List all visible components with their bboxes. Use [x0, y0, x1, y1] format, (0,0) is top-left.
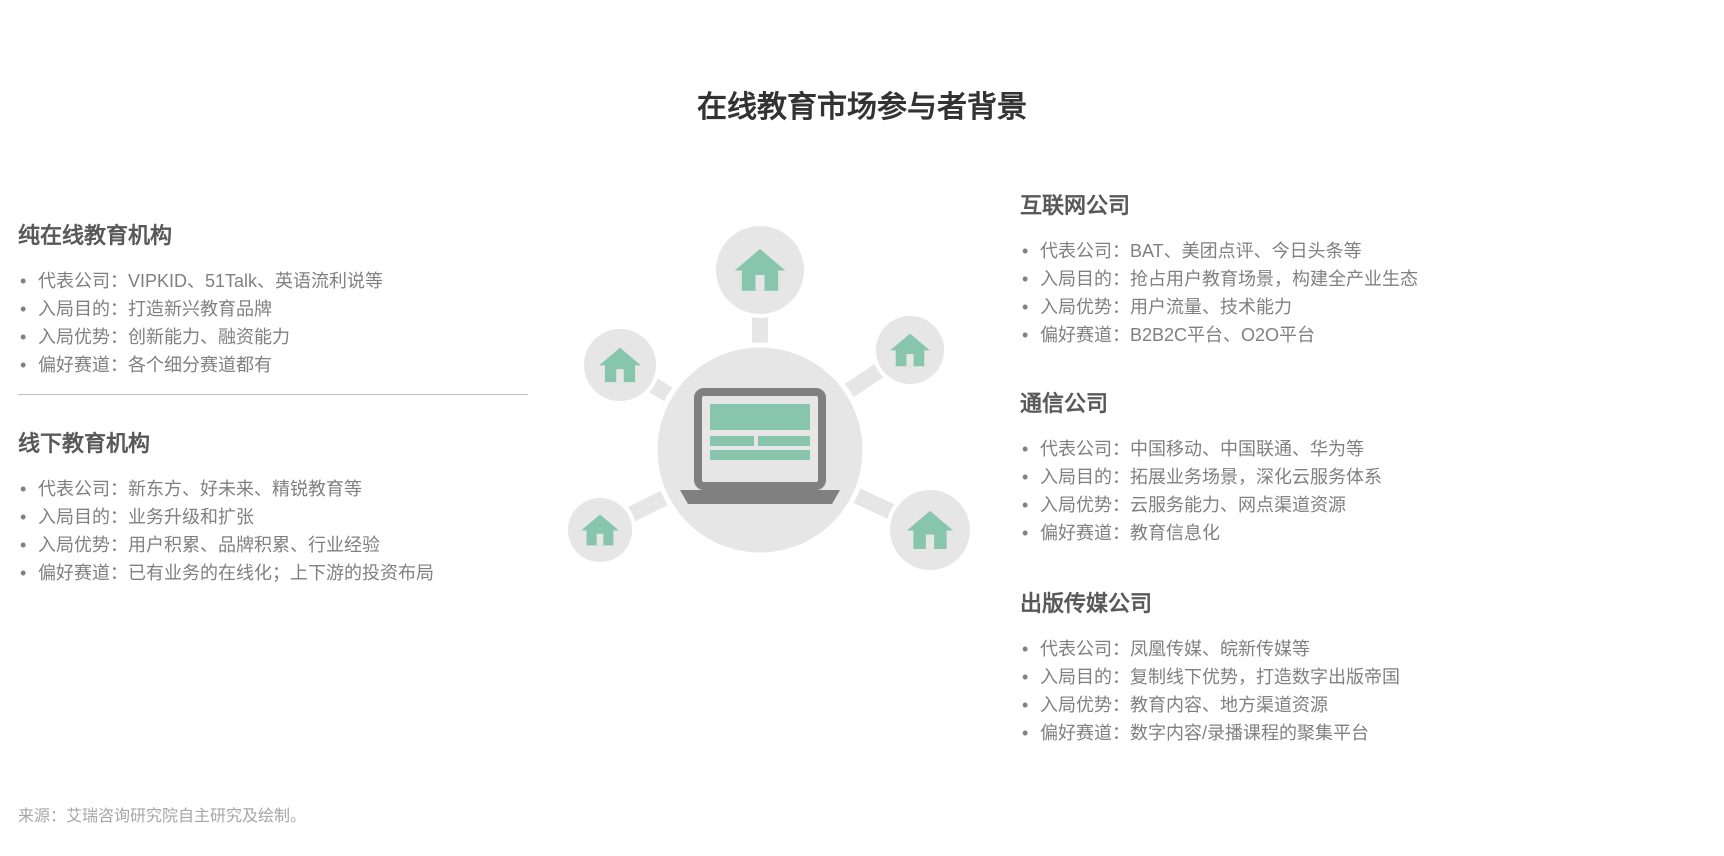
section-header: 互联网公司: [1020, 188, 1418, 220]
hub-spoke-diagram: [540, 210, 980, 650]
list-item: 偏好赛道：各个细分赛道都有: [18, 352, 528, 380]
list-item: 入局目的：业务升级和扩张: [18, 504, 434, 532]
list-item: 代表公司：新东方、好未来、精锐教育等: [18, 476, 434, 504]
list-item: 入局目的：复制线下优势，打造数字出版帝国: [1020, 664, 1400, 692]
list-item: 代表公司：BAT、美团点评、今日头条等: [1020, 238, 1418, 266]
list-item: 入局优势：用户积累、品牌积累、行业经验: [18, 532, 434, 560]
list-item: 代表公司：中国移动、中国联通、华为等: [1020, 436, 1382, 464]
section-header: 线下教育机构: [18, 426, 434, 458]
section-list: 代表公司：凤凰传媒、皖新传媒等 入局目的：复制线下优势，打造数字出版帝国 入局优…: [1020, 636, 1400, 748]
list-item: 偏好赛道：数字内容/录播课程的聚集平台: [1020, 720, 1400, 748]
section-header: 出版传媒公司: [1020, 586, 1400, 618]
section-pure-online: 纯在线教育机构 代表公司：VIPKID、51Talk、英语流利说等 入局目的：打…: [18, 218, 528, 395]
list-item: 入局目的：打造新兴教育品牌: [18, 296, 528, 324]
section-internet: 互联网公司 代表公司：BAT、美团点评、今日头条等 入局目的：抢占用户教育场景，…: [1020, 188, 1418, 350]
list-item: 入局优势：创新能力、融资能力: [18, 324, 528, 352]
list-item: 入局目的：抢占用户教育场景，构建全产业生态: [1020, 266, 1418, 294]
list-item: 入局优势：云服务能力、网点渠道资源: [1020, 492, 1382, 520]
section-offline: 线下教育机构 代表公司：新东方、好未来、精锐教育等 入局目的：业务升级和扩张 入…: [18, 426, 434, 588]
section-publishing: 出版传媒公司 代表公司：凤凰传媒、皖新传媒等 入局目的：复制线下优势，打造数字出…: [1020, 586, 1400, 748]
list-item: 偏好赛道：教育信息化: [1020, 520, 1382, 548]
section-header: 纯在线教育机构: [18, 218, 528, 250]
list-item: 入局优势：用户流量、技术能力: [1020, 294, 1418, 322]
list-item: 代表公司：凤凰传媒、皖新传媒等: [1020, 636, 1400, 664]
section-divider: [18, 394, 528, 395]
list-item: 偏好赛道：B2B2C平台、O2O平台: [1020, 322, 1418, 350]
section-header: 通信公司: [1020, 386, 1382, 418]
list-item: 代表公司：VIPKID、51Talk、英语流利说等: [18, 268, 528, 296]
page-title: 在线教育市场参与者背景: [0, 82, 1724, 126]
list-item: 入局目的：拓展业务场景，深化云服务体系: [1020, 464, 1382, 492]
section-list: 代表公司：新东方、好未来、精锐教育等 入局目的：业务升级和扩张 入局优势：用户积…: [18, 476, 434, 588]
source-label: 来源：艾瑞咨询研究院自主研究及绘制。: [18, 802, 306, 826]
section-telecom: 通信公司 代表公司：中国移动、中国联通、华为等 入局目的：拓展业务场景，深化云服…: [1020, 386, 1382, 548]
list-item: 偏好赛道：已有业务的在线化；上下游的投资布局: [18, 560, 434, 588]
list-item: 入局优势：教育内容、地方渠道资源: [1020, 692, 1400, 720]
section-list: 代表公司：BAT、美团点评、今日头条等 入局目的：抢占用户教育场景，构建全产业生…: [1020, 238, 1418, 350]
section-list: 代表公司：中国移动、中国联通、华为等 入局目的：拓展业务场景，深化云服务体系 入…: [1020, 436, 1382, 548]
section-list: 代表公司：VIPKID、51Talk、英语流利说等 入局目的：打造新兴教育品牌 …: [18, 268, 528, 380]
